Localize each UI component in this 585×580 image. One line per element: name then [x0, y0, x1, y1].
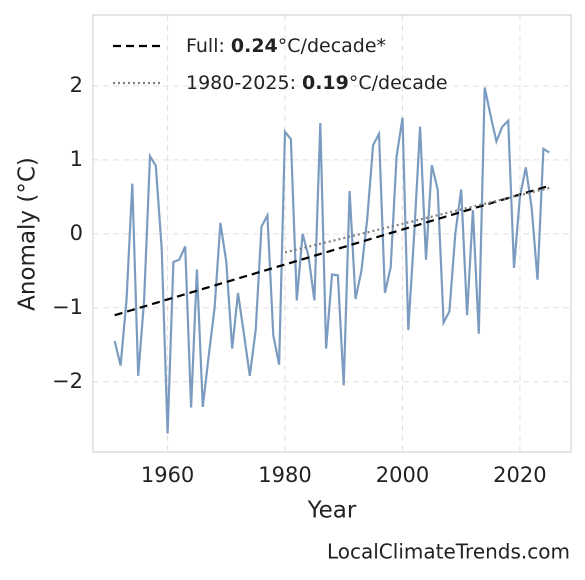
x-tick-label: 2020 — [493, 463, 546, 487]
x-tick-label: 1960 — [141, 463, 194, 487]
legend-rate: 0.24 — [231, 35, 278, 57]
y-tick-label: −2 — [52, 369, 83, 393]
x-tick-label: 1980 — [258, 463, 311, 487]
legend-unit: °C/decade* — [278, 35, 386, 57]
x-tick-label: 2000 — [376, 463, 429, 487]
legend-name: 1980-2025: — [186, 72, 296, 94]
x-axis-label: Year — [307, 498, 357, 524]
y-tick-label: 0 — [70, 221, 83, 245]
trend-line — [114, 184, 550, 317]
y-axis-label: Anomaly (°C) — [15, 157, 41, 311]
legend-unit: °C/decade — [349, 72, 448, 94]
legend-rate: 0.19 — [302, 72, 349, 94]
footer: LocalClimateTrends.com — [327, 540, 570, 564]
legend-label: 1980-2025: 0.19°C/decade — [186, 72, 448, 94]
legend-name: Full: — [186, 35, 225, 57]
y-tick-label: 1 — [70, 147, 83, 171]
y-tick-label: −1 — [52, 295, 83, 319]
data-line — [113, 87, 550, 434]
trend-line — [284, 186, 550, 254]
legend-label: Full: 0.24°C/decade* — [186, 35, 386, 57]
plot-frame — [92, 14, 572, 453]
y-tick-label: 2 — [70, 73, 83, 97]
